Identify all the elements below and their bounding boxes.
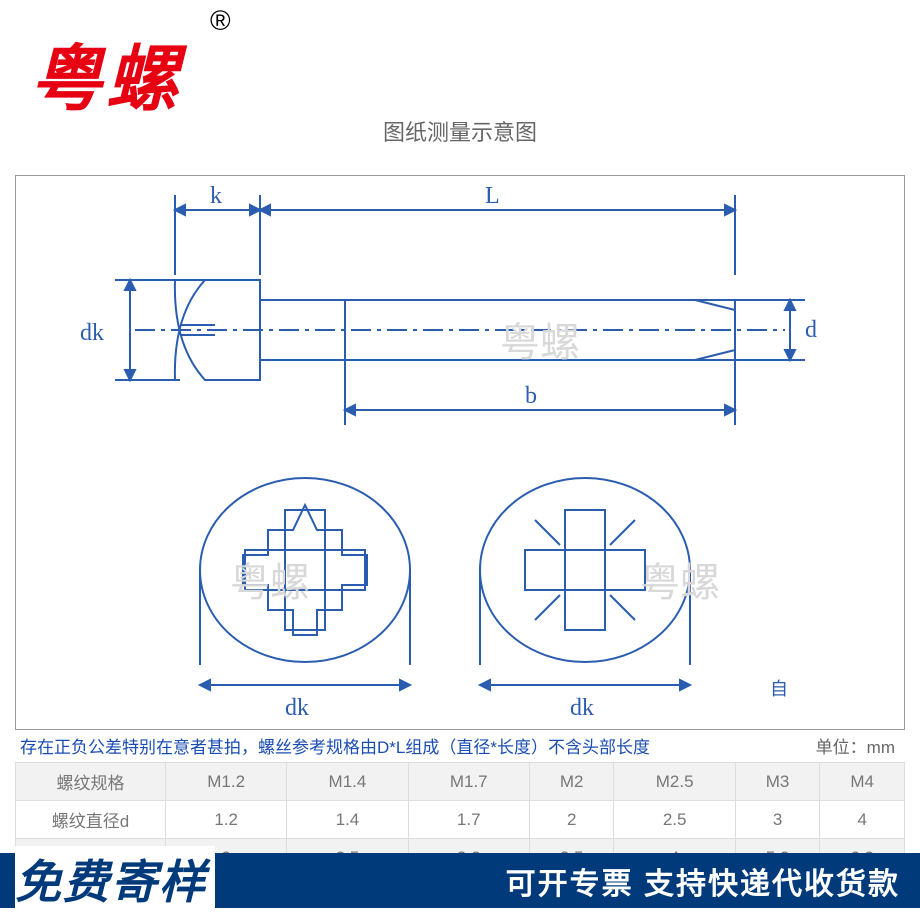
label-k: k [210,183,222,209]
registered-mark: ® [210,5,231,37]
table-header-row: 螺纹规格 M1.2 M1.4 M1.7 M2 M2.5 M3 M4 [16,763,905,801]
label-dk: dk [80,320,104,346]
label-d: d [805,317,817,343]
label-L: L [485,183,500,209]
label-b: b [525,383,537,409]
banner-left-text: 免费寄样 [15,846,215,920]
screw-diagram: k L dk d b dk dk 自 [15,175,905,735]
brand-logo: 粤螺 [30,20,182,125]
label-dk-right: dk [570,695,594,721]
label-small: 自 [770,679,788,699]
unit-label: 单位：mm [816,733,895,758]
tolerance-note: 存在正负公差特别在意者甚拍，螺丝参考规格由D*L组成（直径*长度）不含头部长度 [20,733,900,765]
label-dk-left: dk [285,695,309,721]
banner-right-text: 可开专票 支持快递代收货款 [506,859,920,903]
diagram-title: 图纸测量示意图 [0,115,920,147]
table-row: 螺纹直径d 1.2 1.4 1.7 2 2.5 3 4 [16,801,905,839]
